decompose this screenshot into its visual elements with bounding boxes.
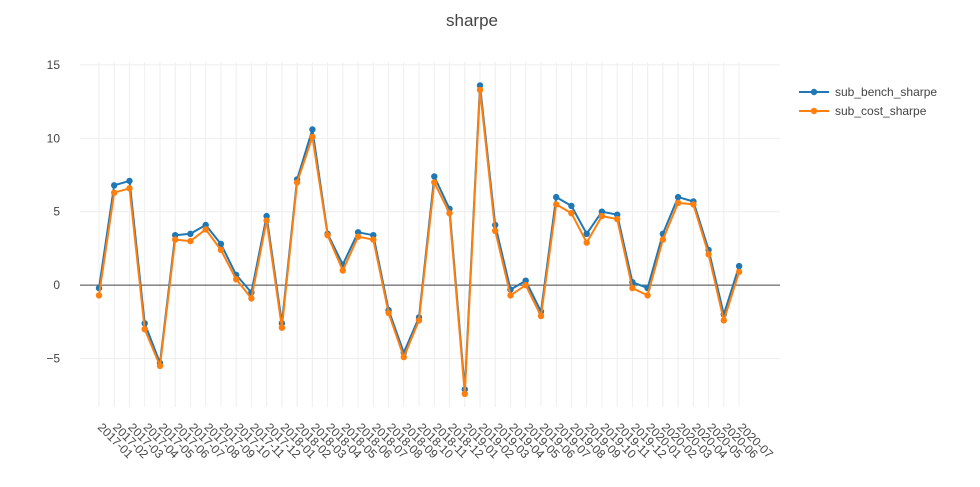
data-point[interactable] xyxy=(400,353,407,361)
data-point[interactable] xyxy=(217,246,225,254)
data-point[interactable] xyxy=(553,193,560,201)
data-point[interactable] xyxy=(659,236,667,243)
legend-marker-icon xyxy=(810,88,818,96)
data-point[interactable] xyxy=(339,267,346,274)
data-point[interactable] xyxy=(233,276,240,283)
data-point[interactable] xyxy=(324,232,331,239)
data-point[interactable] xyxy=(735,262,743,270)
y-tick-label: 0 xyxy=(53,278,60,292)
grid xyxy=(80,62,780,407)
legend-marker-icon xyxy=(810,107,818,115)
data-point[interactable] xyxy=(370,232,377,239)
legend-item-sub_bench_sharpe[interactable]: sub_bench_sharpe xyxy=(799,85,937,99)
data-point[interactable] xyxy=(415,317,423,324)
data-point[interactable] xyxy=(476,86,484,94)
data-point[interactable] xyxy=(583,230,590,237)
series-sub_cost_sharpe xyxy=(95,86,743,397)
data-point[interactable] xyxy=(614,215,621,223)
data-point[interactable] xyxy=(507,292,514,299)
data-point[interactable] xyxy=(293,179,301,186)
legend-item-sub_cost_sharpe[interactable]: sub_cost_sharpe xyxy=(799,104,927,118)
data-point[interactable] xyxy=(385,309,392,317)
data-point[interactable] xyxy=(492,227,499,234)
data-point[interactable] xyxy=(720,317,727,324)
data-point[interactable] xyxy=(522,281,529,289)
data-point[interactable] xyxy=(354,229,362,236)
chart-title: sharpe xyxy=(446,11,498,30)
data-point[interactable] xyxy=(522,277,529,284)
y-axis: 15 10 5 0 −5 xyxy=(46,58,60,366)
data-point[interactable] xyxy=(141,326,148,333)
data-point[interactable] xyxy=(172,236,179,243)
data-point[interactable] xyxy=(111,189,118,196)
data-point[interactable] xyxy=(568,202,575,210)
x-axis: 2017-012017-022017-032017-042017-052017-… xyxy=(95,420,776,461)
data-point[interactable] xyxy=(431,173,438,180)
data-point[interactable] xyxy=(446,210,453,217)
y-tick-label: 5 xyxy=(53,205,60,219)
data-point[interactable] xyxy=(187,230,194,237)
data-point[interactable] xyxy=(644,292,651,299)
data-point[interactable] xyxy=(598,208,606,215)
plot-area xyxy=(95,82,743,397)
data-point[interactable] xyxy=(172,232,179,239)
data-point[interactable] xyxy=(202,221,209,229)
legend-label: sub_bench_sharpe xyxy=(835,85,937,99)
data-point[interactable] xyxy=(248,295,255,302)
y-tick-label: −5 xyxy=(46,352,60,366)
data-point[interactable] xyxy=(598,212,606,220)
data-point[interactable] xyxy=(476,82,484,89)
data-point[interactable] xyxy=(583,239,590,246)
y-tick-label: 10 xyxy=(47,131,61,145)
data-point[interactable] xyxy=(263,212,270,220)
data-point[interactable] xyxy=(309,126,316,133)
data-point[interactable] xyxy=(431,179,438,186)
data-point[interactable] xyxy=(95,292,103,299)
data-point[interactable] xyxy=(202,226,209,233)
data-point[interactable] xyxy=(537,312,545,320)
data-point[interactable] xyxy=(354,233,362,240)
data-point[interactable] xyxy=(126,177,133,185)
data-point[interactable] xyxy=(614,211,621,218)
data-point[interactable] xyxy=(674,193,682,201)
data-point[interactable] xyxy=(568,210,575,217)
data-point[interactable] xyxy=(461,390,468,397)
data-point[interactable] xyxy=(690,201,697,208)
data-point[interactable] xyxy=(705,251,712,258)
data-point[interactable] xyxy=(217,240,225,248)
data-point[interactable] xyxy=(629,284,636,292)
data-point[interactable] xyxy=(370,236,377,243)
legend[interactable]: sub_bench_sharpe sub_cost_sharpe xyxy=(799,85,937,118)
data-point[interactable] xyxy=(263,217,270,224)
data-point[interactable] xyxy=(674,199,682,207)
data-point[interactable] xyxy=(156,362,164,370)
data-point[interactable] xyxy=(735,268,743,276)
data-point[interactable] xyxy=(278,324,286,331)
data-point[interactable] xyxy=(126,185,133,192)
data-point[interactable] xyxy=(187,237,194,245)
y-tick-label: 15 xyxy=(47,58,61,72)
legend-label: sub_cost_sharpe xyxy=(835,104,927,118)
data-point[interactable] xyxy=(553,201,560,208)
data-point[interactable] xyxy=(309,133,316,141)
data-point[interactable] xyxy=(111,182,118,189)
